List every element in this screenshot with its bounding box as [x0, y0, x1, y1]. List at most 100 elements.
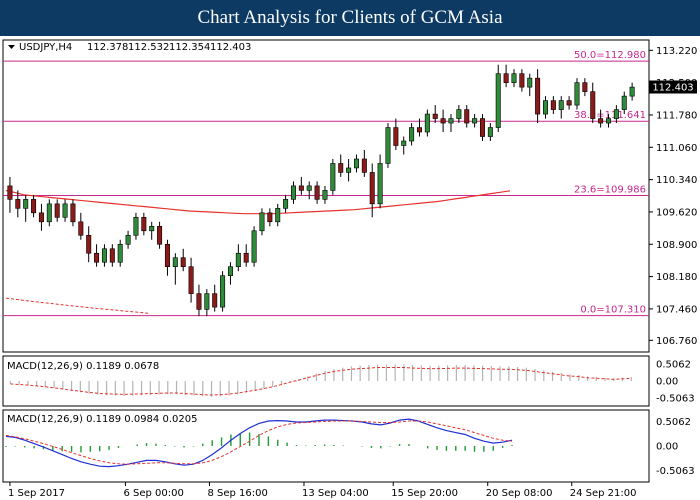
macd2-signal-line	[5, 420, 513, 465]
fib-label-1: 38.2=111.641	[574, 110, 646, 121]
candle-body-65	[519, 73, 525, 88]
candle-body-67	[535, 77, 541, 115]
symbol-label: USDJPY,H4	[19, 42, 72, 53]
candle-body-46	[369, 172, 375, 205]
candle-body-35	[283, 199, 289, 209]
x-tick-label-3: 13 Sep 04:00	[302, 488, 369, 499]
ohlc-close: 112.403	[210, 42, 251, 53]
fib-label-0: 50.0=112.980	[574, 50, 646, 61]
candle-body-17	[141, 217, 147, 232]
candle-body-27	[220, 275, 226, 308]
candle-body-31	[251, 230, 257, 263]
candle-body-13	[109, 248, 115, 263]
y-tick-label-3: 111.060	[656, 143, 697, 154]
candle-body-71	[566, 100, 572, 106]
candle-body-76	[605, 118, 611, 124]
candle-body-16	[133, 217, 139, 236]
usdjpy-chart[interactable]: 50.0=112.980 38.2=111.641 23.6=109.986 0.0=…	[0, 36, 700, 500]
candle-body-3	[31, 199, 37, 214]
x-tick-label-6: 24 Sep 21:00	[570, 488, 637, 499]
candle-body-39	[314, 185, 320, 200]
macd2-main-line	[5, 418, 513, 468]
candle-body-53	[424, 113, 430, 133]
macd2-tick-label-2: -0.5063	[656, 466, 695, 477]
candle-body-26	[212, 293, 218, 308]
x-tick-label-4: 15 Sep 20:00	[391, 488, 458, 499]
candle-body-29	[235, 252, 241, 268]
candle-body-4	[38, 212, 44, 223]
candle-body-5	[46, 203, 52, 223]
candle-body-9	[78, 221, 84, 236]
y-tick-label-0: 113.220	[656, 46, 697, 57]
candle-body-70	[558, 100, 564, 110]
candle-body-19	[157, 226, 163, 245]
candle-body-59	[472, 118, 478, 124]
macd-histogram-panel	[2, 355, 650, 407]
candle-body-50	[401, 140, 407, 146]
candle-body-33	[267, 212, 273, 223]
x-tick-label-5: 20 Sep 08:00	[486, 488, 553, 499]
candle-body-43	[346, 167, 352, 173]
candle-body-74	[590, 91, 596, 119]
candle-body-18	[149, 226, 155, 232]
x-tick-label-2: 8 Sep 16:00	[207, 488, 267, 499]
candle-body-44	[353, 158, 359, 169]
candle-body-72	[574, 82, 580, 106]
candle-body-62	[495, 73, 501, 128]
fib-label-3: 0.0=107.310	[580, 305, 646, 316]
macd1-signal-line	[10, 367, 632, 396]
candle-body-48	[385, 127, 391, 164]
candle-body-55	[440, 118, 446, 124]
y-tick-label-5: 109.620	[656, 207, 697, 218]
candle-body-12	[101, 248, 107, 263]
candle-body-7	[62, 203, 68, 218]
macd2-label: MACD(12,26,9) 0.1189 0.0984 0.0205	[7, 414, 197, 425]
candle-body-63	[503, 73, 509, 83]
macd2-tick-label-0: 0.5062	[656, 417, 691, 428]
candle-body-6	[54, 203, 60, 218]
macd1-tick-label-2: -0.5063	[656, 393, 695, 404]
moving-average-trailing-line	[5, 297, 151, 314]
ohlc-low: 112.354	[169, 42, 210, 53]
macd2-tick-label-1: 0.00	[656, 442, 678, 453]
y-tick-label-4: 110.340	[656, 175, 697, 186]
current-price-label: 112.403	[652, 83, 693, 94]
candle-body-69	[550, 100, 556, 110]
candle-body-20	[164, 243, 170, 268]
candle-body-68	[542, 100, 548, 115]
candle-body-14	[117, 243, 123, 263]
candle-body-36	[290, 185, 296, 200]
candle-body-47	[377, 163, 383, 205]
candle-body-41	[330, 163, 336, 191]
candle-body-37	[298, 185, 304, 191]
candle-body-60	[479, 118, 485, 137]
x-tick-label-1: 6 Sep 00:00	[123, 488, 183, 499]
candle-body-22	[180, 257, 186, 268]
candle-body-32	[259, 212, 265, 232]
moving-average-line	[5, 189, 511, 215]
y-tick-label-2: 111.780	[656, 110, 697, 121]
macd1-tick-label-1: 0.00	[656, 377, 678, 388]
candle-body-34	[275, 208, 281, 223]
ohlc-open: 112.378	[87, 42, 128, 53]
candle-body-28	[227, 266, 233, 276]
chart-banner-title: Chart Analysis for Clients of GCM Asia	[0, 0, 700, 36]
candle-body-21	[172, 257, 178, 268]
candle-body-0	[7, 185, 13, 200]
candle-body-52	[416, 127, 422, 133]
candle-body-78	[621, 95, 627, 110]
candle-body-1	[15, 199, 21, 209]
y-tick-label-7: 108.180	[656, 272, 697, 283]
triangle-down-icon	[8, 45, 15, 49]
candle-body-56	[448, 118, 454, 124]
candle-body-77	[613, 109, 619, 119]
candle-body-75	[598, 118, 604, 124]
candle-body-51	[409, 127, 415, 142]
candle-body-45	[361, 158, 367, 173]
candle-body-2	[23, 199, 29, 209]
y-tick-label-8: 107.460	[656, 304, 697, 315]
candle-body-64	[511, 73, 517, 83]
macd1-tick-label-0: 0.5062	[656, 360, 691, 371]
ohlc-high: 112.532	[128, 42, 169, 53]
x-tick-label-0: 1 Sep 2017	[8, 488, 65, 499]
